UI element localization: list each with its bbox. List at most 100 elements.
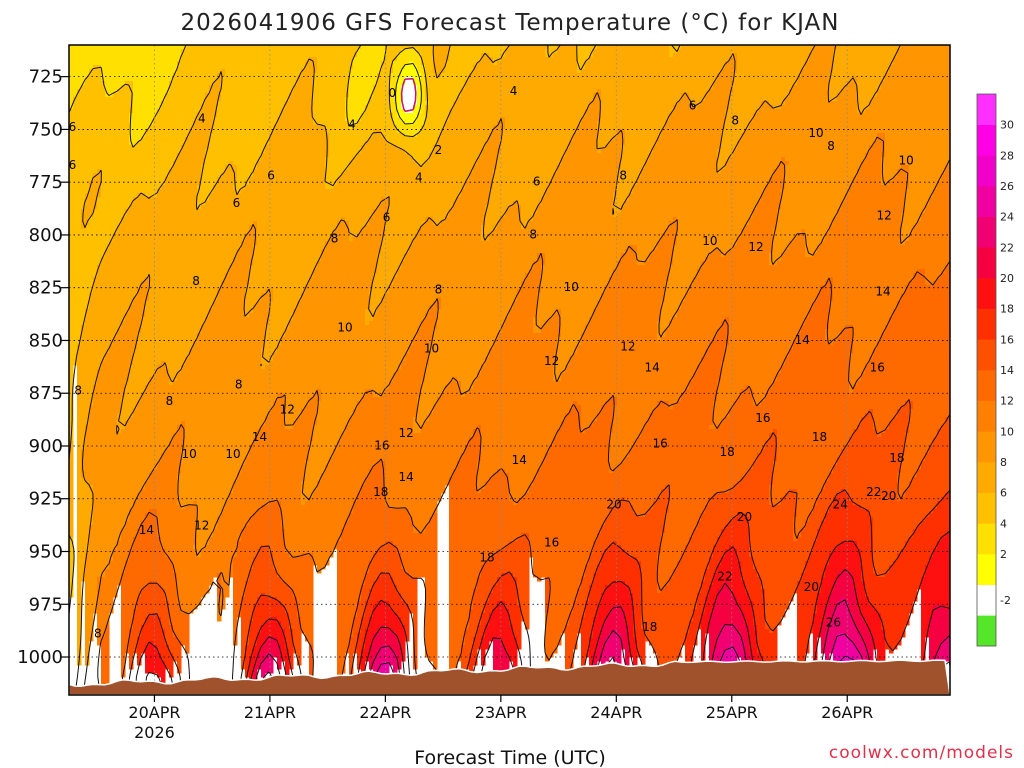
temperature-band-cell	[401, 149, 406, 262]
temperature-band-cell	[601, 45, 606, 150]
temperature-band-cell	[369, 45, 374, 98]
temperature-band-cell	[549, 45, 554, 58]
temperature-band-cell	[857, 381, 862, 426]
temperature-band-cell	[481, 565, 486, 614]
temperature-band-cell	[585, 109, 590, 326]
temperature-band-cell	[161, 589, 166, 630]
temperature-band-cell	[613, 505, 618, 542]
contour-label: 6	[267, 168, 275, 182]
temperature-band-cell	[849, 501, 854, 542]
temperature-band-cell	[761, 193, 766, 402]
credit-link[interactable]: coolwx.com/models	[829, 743, 1014, 763]
temperature-band-cell	[625, 625, 630, 674]
temperature-band-cell	[253, 45, 258, 170]
temperature-band-cell	[373, 273, 378, 314]
temperature-band-cell	[401, 569, 406, 602]
temperature-band-cell	[617, 169, 622, 214]
temperature-band-cell	[865, 509, 870, 598]
colorbar-tick-label: 12	[1000, 395, 1014, 408]
temperature-band-cell	[805, 521, 810, 562]
temperature-band-cell	[497, 637, 502, 674]
temperature-band-cell	[377, 601, 382, 630]
temperature-band-cell	[717, 381, 722, 426]
temperature-band-cell	[265, 621, 270, 638]
temperature-band-cell	[369, 321, 374, 390]
contour-label: 20	[606, 498, 621, 512]
temperature-band-cell	[381, 197, 386, 238]
temperature-band-cell	[801, 69, 806, 230]
temperature-band-cell	[409, 577, 414, 614]
temperature-band-cell	[845, 45, 850, 86]
temperature-band-cell	[613, 45, 618, 138]
temperature-band-cell	[601, 149, 606, 294]
temperature-band-cell	[473, 429, 478, 590]
temperature-band-cell	[349, 161, 354, 242]
temperature-band-cell	[281, 605, 286, 630]
contour-label: 14	[512, 453, 527, 467]
temperature-band-cell	[165, 449, 170, 558]
temperature-band-cell	[841, 329, 846, 450]
temperature-band-cell	[669, 221, 674, 266]
colorbar-tick-label: 10	[1000, 425, 1014, 438]
temperature-band-cell	[901, 213, 906, 246]
temperature-band-cell	[853, 177, 858, 386]
temperature-band-cell	[297, 417, 302, 558]
temperature-band-cell	[289, 321, 294, 430]
temperature-band-cell	[665, 45, 670, 122]
temperature-band-cell	[605, 145, 610, 286]
temperature-band-cell	[473, 589, 478, 638]
temperature-band-cell	[157, 45, 162, 110]
temperature-band-cell	[81, 449, 86, 478]
temperature-band-cell	[437, 225, 442, 298]
temperature-band-cell	[457, 197, 462, 382]
temperature-band-cell	[353, 57, 358, 126]
temperature-band-cell	[561, 45, 566, 158]
temperature-band-cell	[385, 389, 390, 506]
temperature-band-cell	[401, 601, 406, 626]
temperature-band-cell	[93, 45, 98, 66]
x-tick-label: 26APR	[821, 703, 873, 722]
temperature-band-cell	[485, 481, 490, 562]
temperature-band-cell	[901, 405, 906, 454]
temperature-band-cell	[693, 373, 698, 530]
temperature-band-cell	[353, 125, 358, 158]
temperature-band-cell	[701, 101, 706, 262]
temperature-band-cell	[337, 177, 342, 222]
temperature-band-cell	[941, 425, 946, 498]
contour-label: 18	[889, 451, 904, 465]
temperature-band-cell	[833, 341, 838, 466]
temperature-band-cell	[721, 625, 726, 654]
temperature-band-cell	[917, 269, 922, 470]
temperature-band-cell	[881, 157, 886, 186]
temperature-band-cell	[749, 469, 754, 558]
temperature-band-cell	[421, 125, 426, 166]
temperature-band-cell	[513, 637, 518, 674]
temperature-band-cell	[361, 585, 366, 618]
temperature-band-cell	[541, 325, 546, 462]
temperature-band-cell	[153, 197, 158, 374]
temperature-band-cell	[113, 233, 118, 338]
temperature-band-cell	[929, 45, 934, 198]
temperature-band-cell	[257, 597, 262, 634]
temperature-band-cell	[725, 625, 730, 650]
temperature-band-cell	[725, 345, 730, 418]
temperature-band-cell	[365, 629, 370, 662]
temperature-band-cell	[213, 529, 218, 578]
temperature-band-cell	[169, 45, 174, 82]
temperature-band-cell	[629, 557, 634, 594]
temperature-band-cell	[397, 593, 402, 618]
temperature-band-cell	[713, 401, 718, 430]
temperature-band-cell	[777, 261, 782, 374]
temperature-band-cell	[345, 425, 350, 522]
temperature-band-cell	[345, 45, 350, 98]
isotherm-10	[83, 136, 950, 695]
temperature-band-cell	[377, 577, 382, 602]
temperature-band-cell	[385, 217, 390, 294]
temperature-band-cell	[93, 209, 98, 278]
temperature-band-cell	[729, 249, 734, 410]
temperature-band-cell	[273, 501, 278, 570]
temperature-band-cell	[541, 45, 546, 198]
temperature-band-cell	[113, 549, 118, 598]
temperature-band-cell	[773, 109, 778, 170]
temperature-band-cell	[789, 349, 794, 490]
